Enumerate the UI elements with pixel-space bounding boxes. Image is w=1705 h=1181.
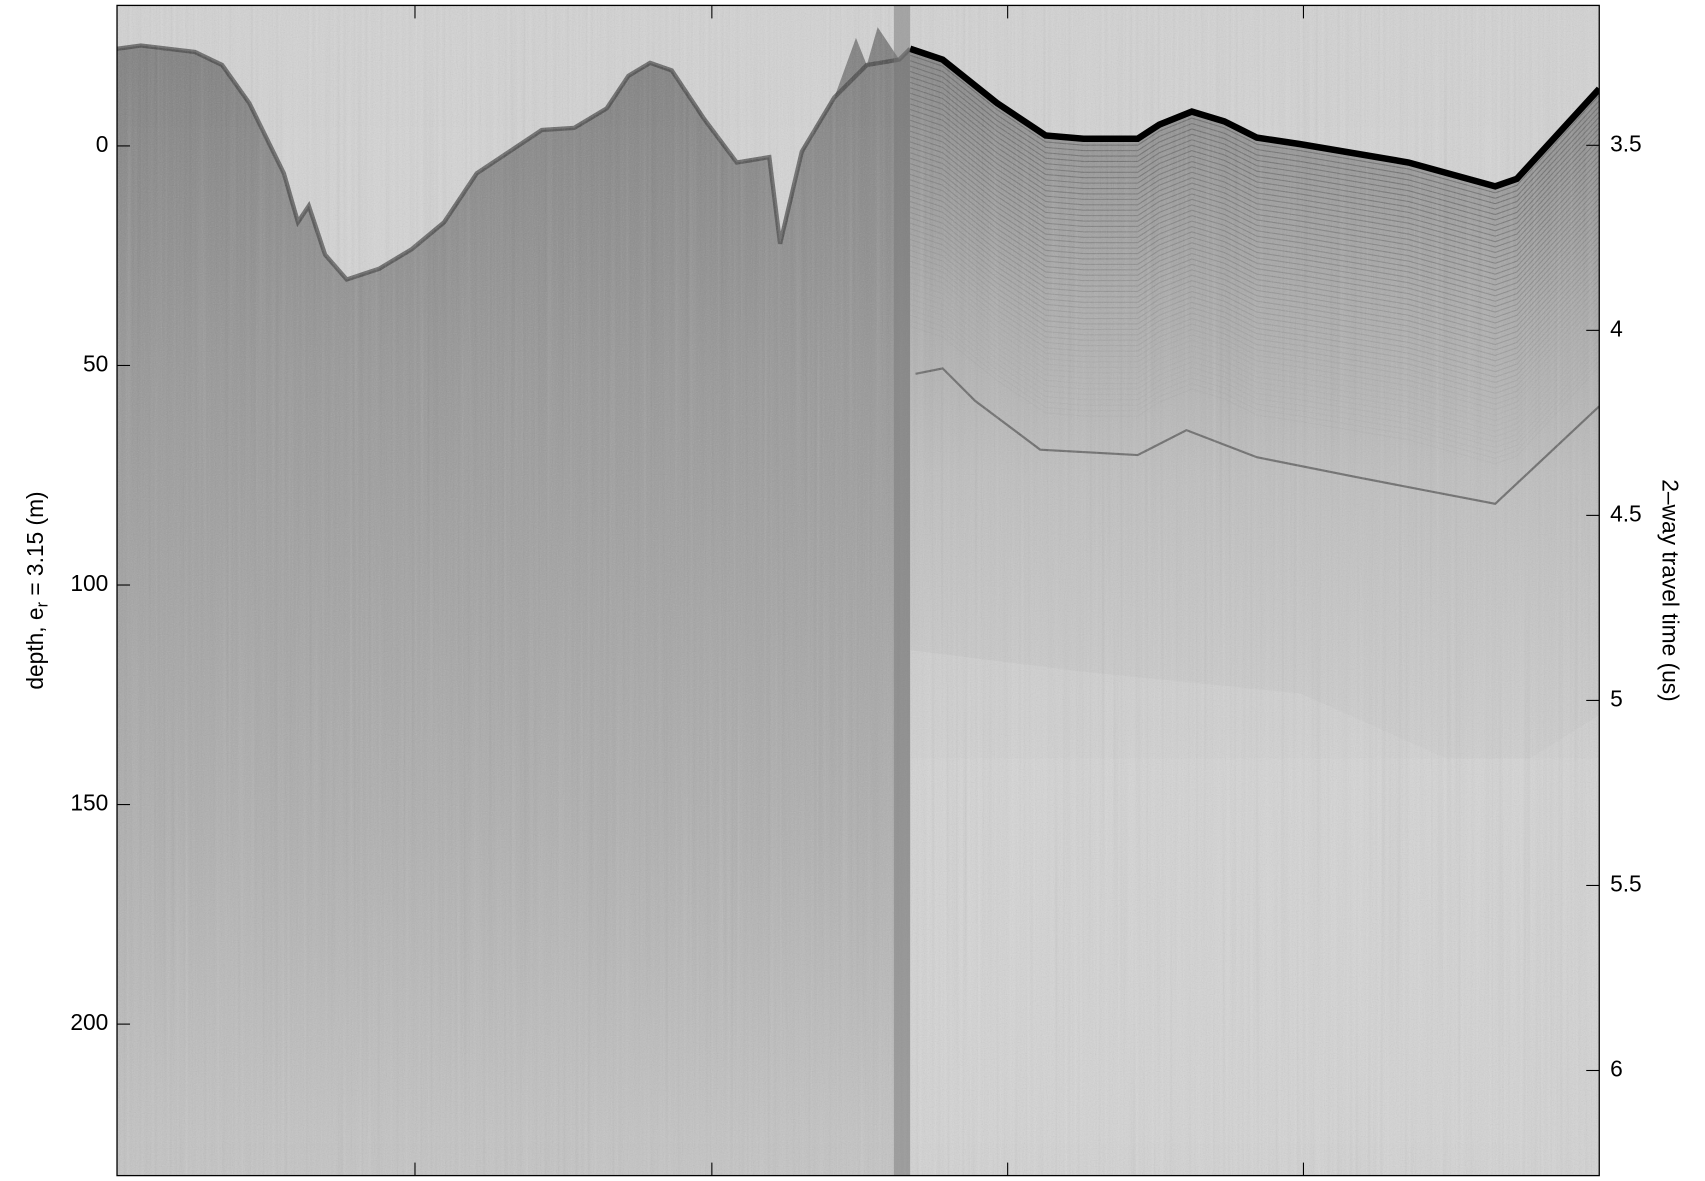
y2-axis-label: 2–way travel time (us) (1658, 479, 1684, 702)
y2-tick-label: 6 (1610, 1056, 1623, 1082)
y-tick-label: 50 (83, 350, 108, 376)
y2-tick-label: 4.5 (1610, 500, 1642, 526)
radargram-image (117, 5, 1600, 1176)
y-label-main: depth, e (22, 607, 48, 689)
y-tick-label: 200 (70, 1009, 108, 1035)
y2-tick-label: 5.5 (1610, 870, 1642, 896)
y2-tick-label: 3.5 (1610, 130, 1642, 156)
y-tick-label: 150 (70, 790, 108, 816)
y-tick-label: 0 (96, 131, 109, 157)
y-tick-label: 100 (70, 570, 108, 596)
plot-frame (116, 4, 1600, 1177)
x-ticks (414, 5, 1304, 1176)
y-axis-label: depth, er = 3.15 (m) (22, 491, 52, 689)
plot-group: depth, er = 3.15 (m) 2–way travel time (… (22, 4, 1684, 1177)
y-label-sub: r (34, 601, 52, 607)
y2-tick-label: 5 (1610, 685, 1623, 711)
y-label-suffix: = 3.15 (m) (22, 491, 48, 602)
y2-tick-label: 4 (1610, 315, 1623, 341)
